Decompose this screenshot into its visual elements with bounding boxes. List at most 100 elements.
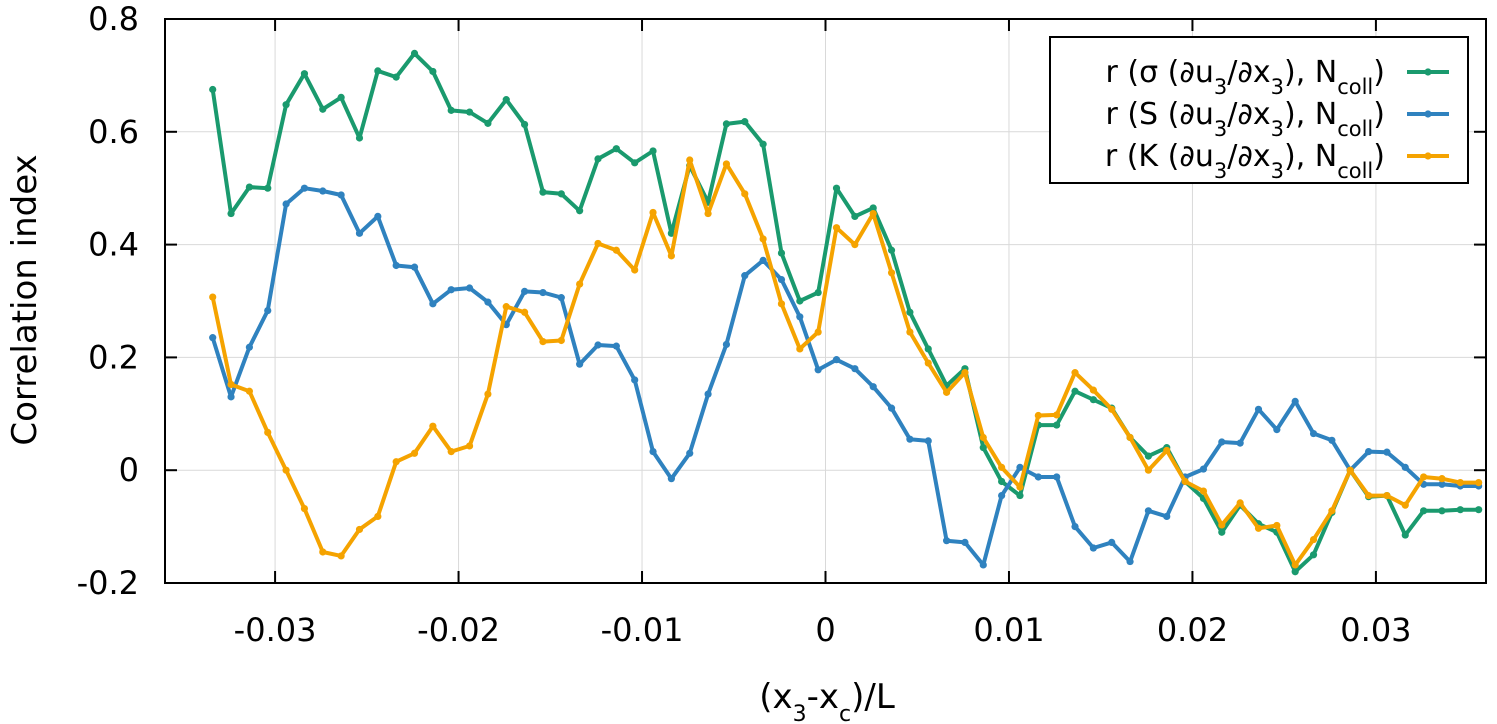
data-point-skewness <box>979 561 987 569</box>
data-point-kurtosis <box>649 208 657 217</box>
data-point-kurtosis <box>942 388 951 396</box>
data-point-skewness <box>245 343 253 351</box>
data-point-sigma <box>1071 387 1079 395</box>
data-point-kurtosis <box>1420 473 1428 481</box>
data-point-kurtosis <box>447 447 455 456</box>
x-axis-label: (x3-xc)/L <box>759 677 895 724</box>
data-point-kurtosis <box>722 160 731 168</box>
data-point-skewness <box>1254 405 1263 413</box>
y-tick-label: 0 <box>119 451 139 489</box>
data-point-kurtosis <box>1309 535 1318 544</box>
data-point-sigma <box>998 477 1006 486</box>
data-point-kurtosis <box>337 552 345 560</box>
data-point-kurtosis <box>1401 501 1409 509</box>
data-point-skewness <box>1364 447 1373 456</box>
data-point-kurtosis <box>796 345 804 353</box>
data-point-kurtosis <box>319 548 327 556</box>
data-point-kurtosis <box>282 466 290 474</box>
data-point-kurtosis <box>502 303 510 311</box>
data-point-skewness <box>612 342 620 350</box>
data-point-skewness <box>1016 463 1024 471</box>
y-tick-label: 0.6 <box>88 113 139 151</box>
series-line-kurtosis <box>210 158 1479 567</box>
data-point-sigma <box>906 308 914 316</box>
data-point-kurtosis <box>1126 433 1134 442</box>
data-point-sigma <box>851 212 859 220</box>
data-point-kurtosis <box>557 336 565 345</box>
data-point-skewness <box>998 491 1006 500</box>
data-point-sigma <box>282 101 290 109</box>
data-point-skewness <box>355 229 364 237</box>
data-point-skewness <box>924 437 932 445</box>
data-point-sigma <box>1309 551 1318 559</box>
data-point-skewness <box>942 537 951 545</box>
data-point-skewness <box>1071 523 1079 531</box>
data-point-sigma <box>1475 506 1483 514</box>
data-point-skewness <box>209 334 217 342</box>
data-point-sigma <box>557 190 565 198</box>
data-point-skewness <box>649 447 657 456</box>
data-point-skewness <box>227 393 235 401</box>
data-point-kurtosis <box>1291 561 1299 569</box>
data-point-skewness <box>1291 397 1299 405</box>
x-tick-label: -0.02 <box>417 611 500 649</box>
data-point-skewness <box>1053 473 1061 481</box>
data-point-skewness <box>1144 507 1153 515</box>
data-point-kurtosis <box>1456 479 1464 487</box>
data-point-kurtosis <box>1475 479 1483 487</box>
data-point-kurtosis <box>1236 499 1244 507</box>
data-point-sigma <box>832 184 841 192</box>
data-point-skewness <box>1163 512 1171 521</box>
data-point-kurtosis <box>1181 477 1189 486</box>
x-tick-label: -0.01 <box>601 611 684 649</box>
data-point-skewness <box>465 284 474 292</box>
data-point-skewness <box>686 449 694 457</box>
data-point-kurtosis <box>1346 466 1354 474</box>
data-point-skewness <box>484 298 492 306</box>
data-point-skewness <box>557 294 565 302</box>
data-point-kurtosis <box>465 442 474 450</box>
legend-marker-skewness <box>1424 110 1432 118</box>
data-point-sigma <box>502 96 510 104</box>
data-point-skewness <box>869 383 877 391</box>
data-point-sigma <box>300 70 309 78</box>
data-point-skewness <box>1438 480 1446 488</box>
legend: r (σ (∂u3/∂x3), Ncoll) r (S (∂u3/∂x3), N… <box>1049 36 1469 184</box>
data-point-sigma <box>410 49 419 58</box>
data-point-sigma <box>924 345 932 353</box>
data-point-skewness <box>832 356 841 364</box>
data-point-skewness <box>777 275 786 284</box>
data-point-kurtosis <box>686 156 694 164</box>
data-point-skewness <box>1236 439 1244 447</box>
data-point-sigma <box>796 297 804 305</box>
data-point-kurtosis <box>631 266 639 274</box>
data-point-skewness <box>392 261 400 270</box>
y-tick-label: -0.2 <box>77 564 139 602</box>
data-point-kurtosis <box>1163 446 1171 455</box>
data-point-skewness <box>337 191 345 199</box>
data-point-sigma <box>1420 507 1428 515</box>
legend-box <box>1049 36 1469 184</box>
data-point-skewness <box>447 286 455 294</box>
data-point-skewness <box>264 306 272 315</box>
data-point-kurtosis <box>594 239 602 248</box>
data-point-kurtosis <box>1199 487 1208 495</box>
data-point-skewness <box>1383 448 1391 456</box>
data-point-skewness <box>539 288 547 297</box>
data-point-skewness <box>1089 544 1097 552</box>
data-point-kurtosis <box>1089 386 1097 394</box>
y-axis-label: Correlation index <box>5 154 45 445</box>
data-point-skewness <box>1218 438 1226 446</box>
data-point-kurtosis <box>704 209 712 218</box>
data-point-kurtosis <box>484 390 492 398</box>
data-point-sigma <box>337 93 345 101</box>
data-point-skewness <box>1108 538 1116 546</box>
data-point-sigma <box>631 159 639 167</box>
data-point-kurtosis <box>1016 483 1024 491</box>
data-point-sigma <box>1291 568 1299 576</box>
data-point-sigma <box>722 120 731 128</box>
data-point-skewness <box>961 538 969 546</box>
x-tick-label: -0.03 <box>234 611 317 649</box>
data-point-sigma <box>1089 396 1097 404</box>
data-point-kurtosis <box>264 428 272 437</box>
